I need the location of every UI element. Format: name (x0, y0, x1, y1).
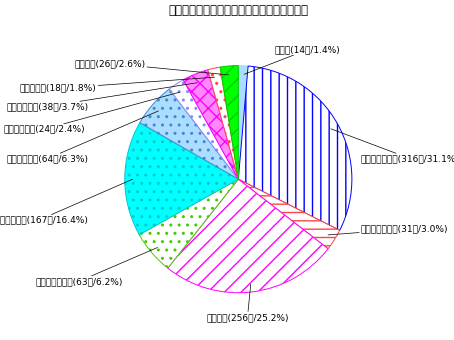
Title: 図－２　商品分類別の事故通知件数及び割合: 図－２ 商品分類別の事故通知件数及び割合 (168, 4, 308, 17)
Text: 保健衛生用品(24件/2.4%): 保健衛生用品(24件/2.4%) (3, 92, 180, 134)
Text: 繊維製品(26件/2.6%): 繊維製品(26件/2.6%) (74, 59, 228, 75)
Wedge shape (208, 67, 238, 179)
Text: 家具・住宅用品(63件/6.2%): 家具・住宅用品(63件/6.2%) (35, 248, 158, 286)
Text: レジャー用品(38件/3.7%): レジャー用品(38件/3.7%) (6, 83, 197, 111)
Wedge shape (169, 80, 238, 179)
Wedge shape (238, 66, 248, 179)
Wedge shape (183, 70, 238, 179)
Text: 乳幼児用品(18件/1.8%): 乳幼児用品(18件/1.8%) (20, 77, 215, 93)
Wedge shape (168, 179, 328, 293)
Text: 身のまわり品(64件/6.3%): 身のまわり品(64件/6.3%) (6, 111, 158, 163)
Wedge shape (220, 66, 238, 179)
Wedge shape (238, 66, 352, 231)
Text: 乗物・乗物用品(167件/16.4%): 乗物・乗物用品(167件/16.4%) (0, 179, 133, 224)
Wedge shape (139, 179, 238, 268)
Text: 台所・食卓用品(31件/3.0%): 台所・食卓用品(31件/3.0%) (328, 225, 449, 235)
Text: 燃焼器具(256件/25.2%): 燃焼器具(256件/25.2%) (206, 284, 289, 322)
Text: 家庭用電気製品(316件/31.1%): 家庭用電気製品(316件/31.1%) (331, 129, 454, 163)
Wedge shape (140, 89, 238, 179)
Text: その他(14件/1.4%): その他(14件/1.4%) (244, 45, 340, 74)
Wedge shape (238, 179, 340, 249)
Wedge shape (125, 123, 238, 235)
